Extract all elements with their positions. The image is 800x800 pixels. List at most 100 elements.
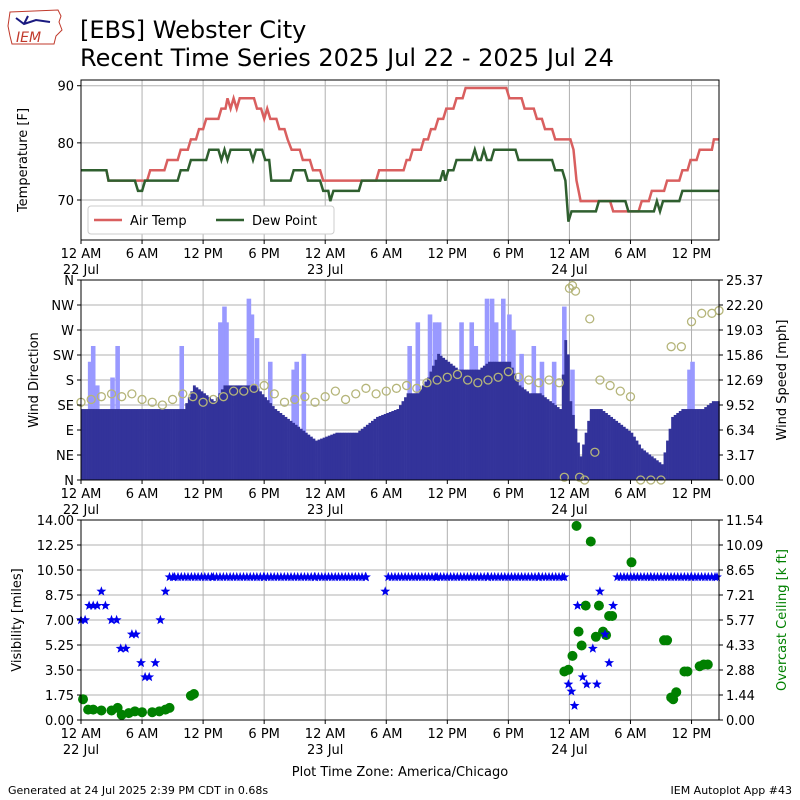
plot-frame xyxy=(80,79,720,241)
visibility-point xyxy=(115,643,126,653)
wind-speed-bar xyxy=(584,432,588,480)
wind-speed-bar xyxy=(409,393,413,480)
chart-title-range: Recent Time Series 2025 Jul 22 - 2025 Ju… xyxy=(80,44,614,72)
wind-speed-bar xyxy=(488,361,491,480)
wind-speed-bar xyxy=(661,464,664,480)
legend-box xyxy=(87,205,335,235)
wind-speed-bar xyxy=(185,403,189,480)
wind-speed-bar xyxy=(200,391,204,480)
wind-speed-bar xyxy=(460,369,463,480)
wind-speed-bar xyxy=(589,409,593,480)
wind-speed-bar xyxy=(106,409,110,480)
wind-direction-point xyxy=(554,378,564,388)
wind-direction-point xyxy=(259,380,269,391)
wind-direction-point xyxy=(559,472,569,482)
visibility-point xyxy=(160,586,171,596)
wind-speed-bar xyxy=(482,365,486,480)
legend-label-air-temp: Air Temp xyxy=(130,214,187,229)
visibility-point xyxy=(144,671,155,682)
wind-speed-bar xyxy=(353,432,357,480)
wind-speed-bar xyxy=(716,401,720,480)
wind-speed-bar xyxy=(98,409,102,480)
wind-direction-point xyxy=(412,383,422,393)
wind-direction-point xyxy=(513,372,524,382)
wind-direction-point xyxy=(228,386,239,396)
wind-speed-bar xyxy=(381,414,385,480)
wind-speed-bar xyxy=(355,432,359,480)
wind-speed-bar xyxy=(302,430,306,480)
y-tick-label-visibility: 10.50 xyxy=(37,564,74,579)
wind-speed-bar xyxy=(111,409,115,480)
wind-speed-bar xyxy=(650,456,654,480)
wind-speed-bar xyxy=(325,436,329,480)
wind-speed-bar xyxy=(701,409,705,480)
wind-direction-point xyxy=(422,378,432,388)
wind-speed-bar xyxy=(88,409,92,480)
wind-speed-bar xyxy=(643,450,647,480)
wind-speed-bar xyxy=(83,409,87,480)
y2-tick-label-ceiling: 10.09 xyxy=(726,539,763,554)
x-tick-label: 12 AM xyxy=(305,487,346,502)
visibility-point xyxy=(559,571,570,582)
wind-speed-bar xyxy=(340,432,344,480)
wind-speed-bar xyxy=(93,409,97,480)
y2-tick-label-speed: 12.69 xyxy=(726,374,763,389)
visibility-point xyxy=(712,571,722,582)
wind-speed-bar xyxy=(437,353,440,480)
wind-speed-bar xyxy=(317,439,321,480)
ceiling-point xyxy=(626,557,637,568)
wind-speed-bar xyxy=(139,409,143,480)
visibility-point xyxy=(80,614,90,625)
wind-direction-point xyxy=(320,392,330,402)
wind-direction-point xyxy=(483,375,493,385)
wind-speed-bar xyxy=(175,409,178,480)
wind-speed-bar xyxy=(490,361,494,480)
wind-speed-bar xyxy=(198,389,201,480)
wind-speed-bar xyxy=(294,424,298,480)
y-tick-label: 80 xyxy=(57,137,74,152)
x-tick-label: 12 AM xyxy=(549,487,590,502)
wind-speed-bar xyxy=(332,433,336,480)
wind-speed-bar xyxy=(281,414,285,480)
wind-speed-bar xyxy=(688,409,692,480)
wind-speed-bar xyxy=(610,416,613,480)
wind-direction-point xyxy=(570,286,581,296)
x-tick-label: 12 PM xyxy=(183,247,223,262)
ceiling-point xyxy=(682,666,693,677)
wind-speed-bar xyxy=(231,385,234,480)
ceiling-point xyxy=(590,631,601,642)
wind-speed-bar xyxy=(108,409,112,480)
wind-speed-bar xyxy=(549,401,552,480)
wind-speed-bar xyxy=(348,432,351,480)
wind-speed-bar xyxy=(248,385,252,480)
x-tick-label: 6 AM xyxy=(126,247,159,262)
y2-tick-label-ceiling: 2.88 xyxy=(726,664,755,679)
y-tick-label-visibility: 5.25 xyxy=(45,639,74,654)
y-tick-label-visibility: 7.00 xyxy=(45,614,74,629)
x-tick-label: 12 PM xyxy=(183,727,223,742)
wind-speed-bar xyxy=(259,391,262,480)
wind-speed-bar xyxy=(617,422,621,480)
wind-gust-bar xyxy=(294,361,300,480)
y2-tick-label-speed: 3.17 xyxy=(726,449,755,464)
wind-speed-bar xyxy=(284,416,288,480)
wind-speed-bar xyxy=(279,412,283,480)
wind-speed-bar xyxy=(81,409,84,480)
wind-speed-bar xyxy=(119,409,123,480)
x-tick-label: 12 AM xyxy=(61,247,102,262)
wind-direction-point xyxy=(452,369,463,380)
y2-tick-label-ceiling: 1.44 xyxy=(726,689,755,704)
wind-speed-bar xyxy=(215,397,219,480)
wind-speed-bar xyxy=(269,403,273,480)
x-axis-label-timezone: Plot Time Zone: America/Chicago xyxy=(292,765,508,780)
wind-speed-bar xyxy=(419,389,423,480)
wind-speed-bar xyxy=(538,393,542,480)
wind-speed-bar xyxy=(574,428,578,480)
visibility-point xyxy=(126,629,137,639)
wind-speed-bar xyxy=(233,385,237,480)
x-date-label: 22 Jul xyxy=(63,263,99,278)
y2-tick-label-ceiling: 4.33 xyxy=(726,639,755,654)
wind-direction-point xyxy=(106,389,117,399)
wind-speed-bar xyxy=(307,434,311,480)
wind-speed-bar xyxy=(386,412,390,480)
